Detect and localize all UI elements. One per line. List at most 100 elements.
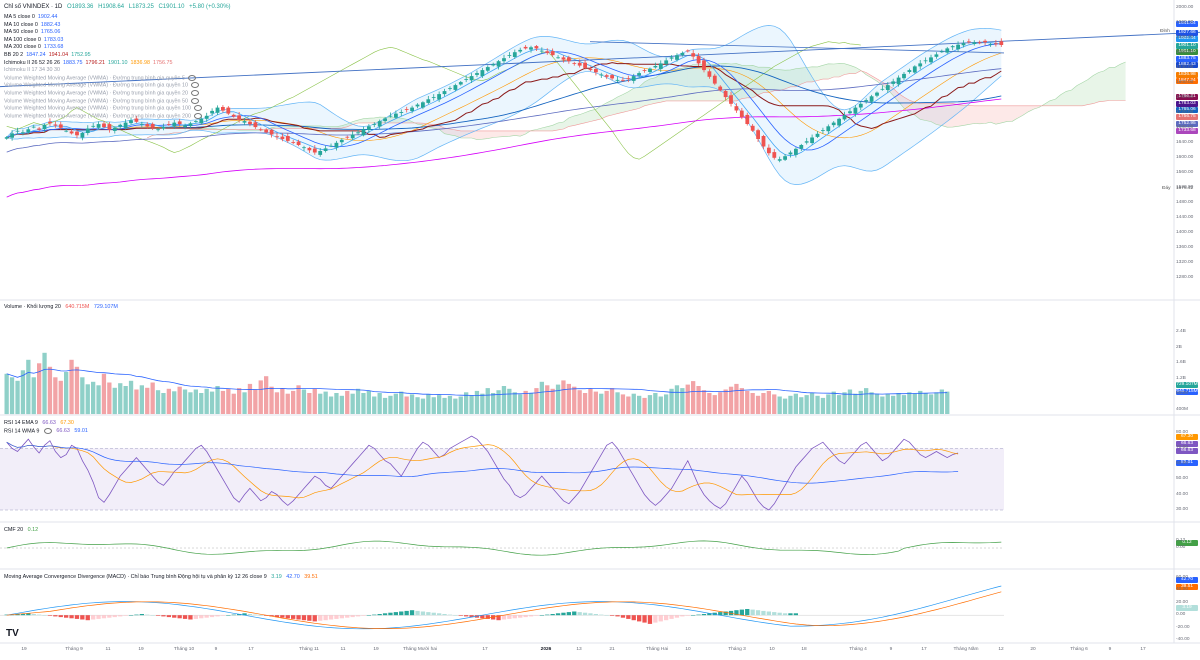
eye-icon[interactable] — [194, 105, 203, 112]
tradingview-logo[interactable]: TV — [6, 628, 19, 639]
candle-body — [118, 124, 123, 127]
time-axis-label: 17 — [248, 647, 254, 652]
indicator-legend-row[interactable]: Volume Weighted Moving Average (VWMA) · … — [4, 112, 203, 120]
time-axis-label: 19 — [373, 647, 379, 652]
candle-body — [929, 57, 933, 63]
ichimoku-cloud-segment — [1104, 67, 1110, 102]
volume-bar — [366, 390, 371, 414]
volume-bar — [534, 388, 539, 414]
volume-bar — [26, 359, 31, 415]
indicator-legend-row[interactable]: Volume Weighted Moving Average (VWMA) · … — [4, 97, 200, 105]
macd-histogram-bar — [231, 614, 236, 616]
pane-value-tag: 640.715M — [1176, 389, 1198, 395]
candle-body — [15, 130, 20, 132]
indicator-legend-row[interactable]: Volume Weighted Moving Average (VWMA) · … — [4, 74, 197, 82]
volume-bar — [280, 388, 285, 414]
indicator-legend-row[interactable]: BB 20 2 1847.24 1941.04 1752.95 — [4, 52, 91, 59]
macd-histogram-bar — [155, 615, 161, 616]
eye-icon[interactable] — [191, 97, 200, 104]
price-tag: 1901.10 — [1176, 43, 1198, 49]
macd-histogram-bar — [285, 615, 290, 619]
candle-body — [339, 139, 344, 143]
time-axis-label: 17 — [921, 647, 927, 652]
ichimoku-cloud-segment — [1114, 64, 1121, 101]
candle-body — [777, 159, 782, 161]
candle-body — [831, 122, 836, 126]
eye-icon[interactable] — [191, 82, 200, 89]
macd-histogram-bar — [355, 615, 361, 617]
macd-histogram-bar — [480, 615, 485, 619]
ichimoku-cloud-segment — [790, 68, 796, 87]
ichimoku-cloud-segment — [666, 70, 672, 101]
volume-bar — [896, 393, 901, 414]
candle-body — [561, 57, 566, 60]
candle-body — [864, 100, 869, 102]
macd-histogram-bar — [669, 615, 674, 619]
volume-bar — [842, 392, 847, 414]
volume-bar — [118, 383, 123, 414]
trendline-short — [589, 41, 1005, 54]
indicator-legend-row[interactable]: Volume Weighted Moving Average (VWMA) · … — [4, 105, 203, 112]
ichimoku-cloud-segment — [817, 65, 823, 81]
ichimoku-cloud-segment — [293, 126, 299, 129]
indicator-legend-row[interactable]: Ichimoku II 17 34 30 30 — [4, 67, 60, 74]
candle-body — [621, 79, 625, 81]
candle-body — [442, 91, 447, 95]
macd-histogram-bar — [345, 615, 350, 618]
macd-histogram-bar — [739, 609, 744, 616]
macd-histogram-bar — [664, 615, 669, 621]
macd-histogram-bar — [247, 614, 253, 616]
candle-body — [329, 145, 333, 147]
indicator-legend-row[interactable]: MA 5 close 0 1902.44 — [4, 14, 57, 21]
indicator-legend-row[interactable]: Volume Weighted Moving Average (VWMA) · … — [4, 90, 200, 97]
indicator-value: 1882.43 — [40, 21, 61, 28]
indicator-legend-row[interactable]: MA 50 close 0 1765.06 — [4, 29, 60, 36]
macd-histogram-bar — [134, 614, 139, 616]
candle-body — [988, 43, 993, 45]
indicator-name: MA 10 close 0 — [4, 21, 38, 28]
indicator-legend-row[interactable]: MA 10 close 0 1882.43 — [4, 22, 60, 29]
volume-bar — [566, 383, 571, 414]
indicator-legend-row[interactable]: MA 200 close 0 1733.68 — [4, 44, 63, 51]
bollinger-upper-line — [6, 25, 1002, 138]
volume-bar — [161, 393, 166, 414]
eye-icon[interactable] — [191, 90, 200, 96]
candle-body — [280, 136, 285, 140]
volume-bar — [723, 389, 728, 414]
macd-histogram-bar — [415, 610, 420, 616]
eye-icon[interactable] — [188, 74, 197, 81]
price-axis-label: 1720.00 — [1176, 109, 1194, 115]
ichimoku-cloud-segment — [201, 128, 207, 130]
day-value: 1576.42 — [1176, 186, 1194, 191]
volume-bar — [674, 385, 680, 414]
volume-bar — [631, 393, 636, 414]
ichimoku-cloud-segment — [1017, 105, 1023, 119]
candle-body — [804, 141, 809, 143]
price-tag: 1941.04 — [1176, 21, 1198, 27]
volume-axis-label: 800M — [1176, 391, 1188, 396]
indicator-legend-row[interactable]: Volume Weighted Moving Average (VWMA) · … — [4, 82, 200, 89]
ichimoku-cloud-segment — [606, 100, 613, 117]
indicator-legend-row[interactable]: MA 100 close 0 1783.03 — [4, 37, 63, 44]
candle-body — [64, 130, 69, 132]
candle-body — [707, 71, 712, 77]
indicator-legend-row[interactable]: Ichimoku II 26 52 26 26 1883.75 1796.21 190… — [4, 60, 173, 67]
ichimoku-cloud-segment — [449, 129, 456, 136]
macd-histogram-bar — [572, 611, 577, 616]
candle-body — [750, 125, 755, 131]
candle-body — [204, 115, 209, 119]
candle-body — [794, 148, 798, 155]
ichimoku-cloud-segment — [477, 130, 483, 140]
macd-histogram-bar — [107, 615, 112, 618]
macd-histogram-bar — [209, 615, 215, 618]
eye-icon[interactable] — [194, 112, 203, 119]
macd-histogram-bar — [658, 615, 663, 622]
macd-histogram-bar — [199, 615, 204, 619]
candle-body — [658, 63, 663, 69]
volume-bar — [599, 393, 604, 414]
eye-icon[interactable] — [43, 428, 52, 434]
candle-body — [545, 51, 550, 53]
candle-body — [626, 78, 631, 80]
